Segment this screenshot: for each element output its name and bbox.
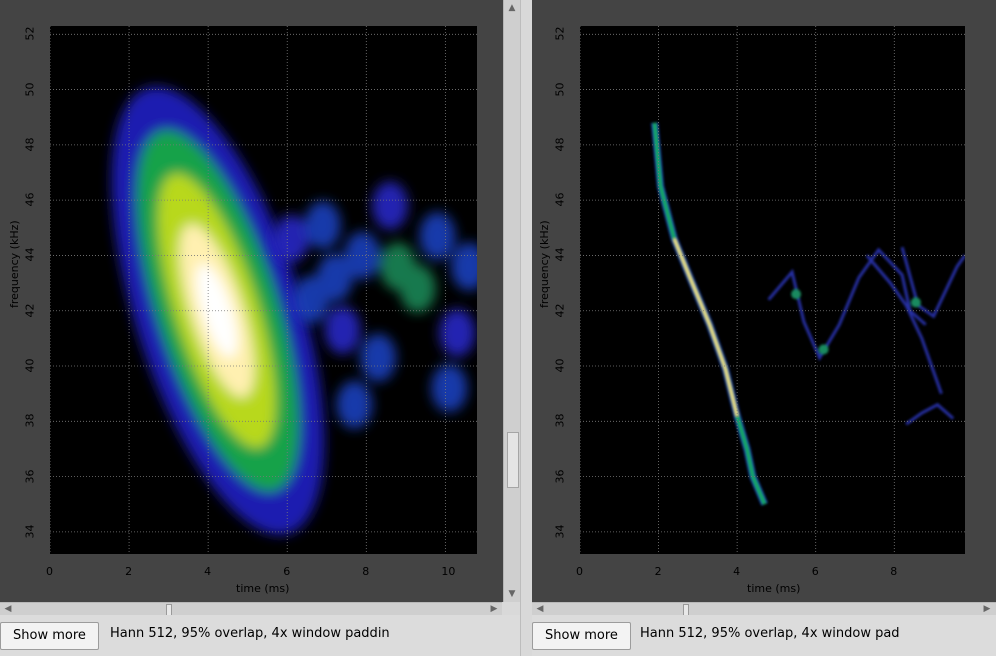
left-window-description: Hann 512, 95% overlap, 4x window paddin [110, 626, 390, 641]
y-tick-label: 36 [553, 469, 567, 484]
scroll-left-icon[interactable]: ◀ [4, 604, 12, 614]
noise-band [273, 181, 477, 429]
left-show-more-button[interactable]: Show more [0, 622, 99, 650]
x-tick-label: 0 [576, 565, 583, 578]
left-spectrogram-plot[interactable] [50, 26, 477, 554]
x-tick-label: 6 [283, 565, 291, 578]
y-tick-label: 40 [23, 358, 37, 373]
x-tick-label: 6 [811, 565, 819, 578]
x-tick-label: 0 [46, 565, 53, 578]
vertical-scrollbar[interactable]: ▲ ▼ [503, 0, 521, 602]
y-tick-label: 38 [23, 413, 37, 428]
y-tick-label: 44 [23, 247, 37, 262]
vertical-scroll-thumb[interactable] [507, 432, 519, 488]
scroll-up-icon[interactable]: ▲ [508, 3, 516, 13]
y-tick-label: 34 [553, 524, 567, 539]
panel-divider[interactable] [520, 0, 533, 656]
y-tick-label: 34 [23, 524, 37, 539]
sparse-ridges [767, 246, 965, 426]
left-footer: Show more Hann 512, 95% overlap, 4x wind… [0, 615, 520, 656]
x-tick-label: 4 [204, 565, 212, 578]
right-show-more-button[interactable]: Show more [532, 622, 631, 650]
left-spectrogram-svg [50, 26, 477, 554]
right-horizontal-scrollbar[interactable]: ◀ ▶ [532, 602, 996, 616]
y-tick-label: 48 [553, 137, 567, 152]
chirp-ridge [651, 122, 768, 506]
left-y-axis-label: frequency (kHz) [8, 220, 21, 308]
right-spectrogram-svg [580, 26, 965, 554]
x-tick-label: 10 [441, 565, 456, 578]
right-footer: Show more Hann 512, 95% overlap, 4x wind… [532, 615, 996, 656]
scroll-down-icon[interactable]: ▼ [508, 589, 516, 599]
y-tick-label: 52 [23, 26, 37, 41]
right-x-axis-label: time (ms) [747, 582, 801, 595]
x-tick-label: 8 [362, 565, 370, 578]
left-spectrogram-panel: 34 36 38 40 42 44 46 48 50 52 0 2 4 6 8 10 time (ms) f… [0, 0, 503, 602]
y-tick-label: 44 [553, 247, 567, 262]
y-tick-label: 36 [23, 469, 37, 484]
left-x-axis-label: time (ms) [236, 582, 290, 595]
x-tick-label: 2 [125, 565, 133, 578]
left-horizontal-scrollbar[interactable]: ◀ ▶ [0, 602, 502, 616]
y-tick-label: 40 [553, 358, 567, 373]
scroll-right-icon[interactable]: ▶ [983, 604, 991, 614]
y-tick-label: 46 [23, 192, 37, 207]
y-tick-label: 38 [553, 413, 567, 428]
scroll-right-icon[interactable]: ▶ [490, 604, 498, 614]
x-tick-label: 8 [890, 565, 898, 578]
right-y-axis-label: frequency (kHz) [538, 220, 551, 308]
x-tick-label: 4 [733, 565, 741, 578]
x-tick-label: 2 [654, 565, 662, 578]
y-tick-label: 46 [553, 192, 567, 207]
y-tick-label: 50 [23, 82, 37, 97]
y-tick-label: 42 [23, 303, 37, 318]
y-tick-label: 42 [553, 303, 567, 318]
y-tick-label: 48 [23, 137, 37, 152]
right-spectrogram-plot[interactable] [580, 26, 965, 554]
y-tick-label: 50 [553, 82, 567, 97]
scroll-left-icon[interactable]: ◀ [536, 604, 544, 614]
right-window-description: Hann 512, 95% overlap, 4x window pad [640, 626, 900, 641]
y-tick-label: 52 [553, 26, 567, 41]
